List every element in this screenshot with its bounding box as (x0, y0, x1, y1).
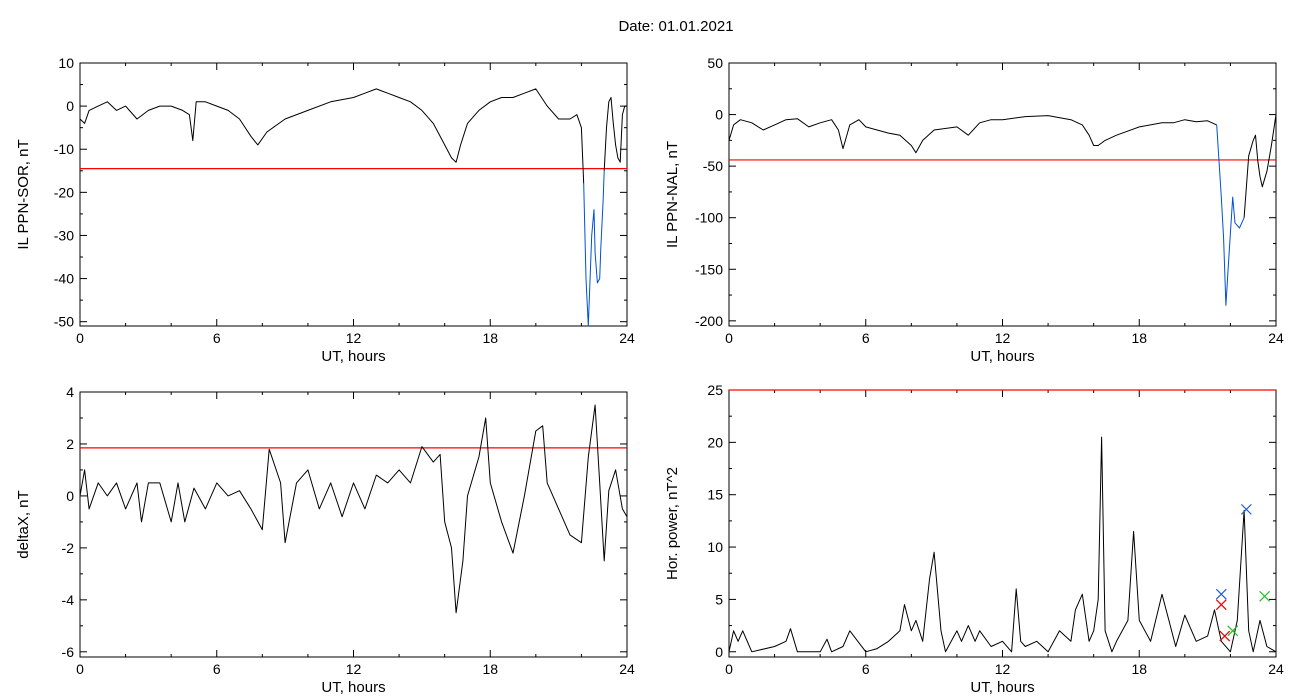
x-tick-label: 18 (482, 330, 498, 346)
x-axis-label: UT, hours (321, 679, 385, 696)
panel-4: 0 6 12 18 24 25 20 15 10 5 0 UT, hours Hor. power, n… (664, 382, 1284, 696)
x-tick-label: 0 (76, 330, 84, 346)
y-axis-label: Hor. power, nT^2 (664, 467, 681, 580)
x-tick-label: 12 (995, 661, 1011, 677)
y-tick-label: -150 (695, 261, 723, 277)
marker-stroke (1240, 503, 1252, 515)
x-tick-label: 12 (346, 330, 362, 346)
y-tick-label: 0 (66, 98, 74, 114)
y-tick-label: 0 (66, 488, 74, 504)
x-tick-label: 12 (346, 661, 362, 677)
x-tick-label: 6 (862, 661, 870, 677)
series-line (603, 97, 627, 171)
series-line (79, 404, 628, 614)
y-tick-label: 25 (707, 382, 723, 398)
marker-stroke (1219, 630, 1231, 642)
y-tick-label: -2 (62, 540, 75, 556)
x-tick-label: 0 (725, 330, 733, 346)
y-tick-label: 10 (707, 539, 723, 555)
panel-1: 0 6 12 18 24 10 0 -10 -20 -30 -40 -50 UT, hours IL PP… (15, 55, 635, 365)
marker-x (1259, 590, 1271, 602)
series-line (79, 88, 585, 184)
x-tick-label: 18 (1131, 661, 1147, 677)
plot-frame (79, 391, 628, 658)
x-tick-label: 12 (995, 330, 1011, 346)
series-line (728, 115, 1217, 154)
series-line (1243, 114, 1277, 218)
y-tick-label: 20 (707, 434, 723, 450)
x-axis-label: UT, hours (321, 348, 385, 365)
panel-3: 0 6 12 18 24 4 2 0 -2 -4 -6 UT, hours deltaX, nT (15, 384, 635, 696)
y-tick-label: 0 (715, 644, 723, 660)
marker-x (1240, 503, 1252, 515)
x-tick-label: 24 (1268, 330, 1284, 346)
y-tick-label: -30 (54, 227, 74, 243)
x-tick-label: 18 (1131, 330, 1147, 346)
y-tick-label: 50 (707, 55, 723, 71)
y-tick-label: 0 (715, 107, 723, 123)
series-line (1216, 124, 1245, 306)
x-tick-label: 6 (213, 661, 221, 677)
x-tick-label: 18 (482, 661, 498, 677)
marker-stroke (1259, 590, 1271, 602)
plot-frame (728, 62, 1277, 327)
x-tick-label: 6 (862, 330, 870, 346)
marker-stroke (1215, 599, 1227, 611)
marker-x (1215, 588, 1227, 600)
y-axis-label: IL PPN-NAL, nT (664, 141, 681, 248)
x-tick-label: 24 (619, 661, 635, 677)
y-tick-label: -6 (62, 644, 75, 660)
x-axis-label: UT, hours (970, 348, 1034, 365)
x-tick-label: 24 (619, 330, 635, 346)
y-tick-label: 15 (707, 487, 723, 503)
y-tick-label: 10 (58, 55, 74, 71)
marker-x (1219, 630, 1231, 642)
marker-stroke (1215, 588, 1227, 600)
x-tick-label: 0 (76, 661, 84, 677)
x-tick-label: 24 (1268, 661, 1284, 677)
marker-x (1215, 599, 1227, 611)
y-axis-label: IL PPN-SOR, nT (15, 139, 32, 249)
y-axis-label: deltaX, nT (15, 490, 32, 558)
y-tick-label: -100 (695, 210, 723, 226)
y-tick-label: -20 (54, 184, 74, 200)
y-tick-label: -50 (703, 158, 723, 174)
page-title: Date: 01.01.2021 (618, 18, 734, 35)
y-tick-label: -10 (54, 141, 74, 157)
y-tick-label: -4 (62, 592, 75, 608)
plot-frame (728, 389, 1277, 658)
x-axis-label: UT, hours (970, 679, 1034, 696)
marker-x (1227, 625, 1239, 637)
y-tick-label: 4 (66, 384, 74, 400)
x-tick-label: 6 (213, 330, 221, 346)
series-line (728, 436, 1277, 653)
marker-stroke (1227, 625, 1239, 637)
y-tick-label: -200 (695, 313, 723, 329)
y-tick-label: -50 (54, 314, 74, 330)
y-tick-label: 2 (66, 436, 74, 452)
panel-2: 0 6 12 18 24 50 0 -50 -100 -150 -200 UT, hours IL PP… (664, 55, 1284, 365)
series-line (583, 170, 605, 327)
y-tick-label: 5 (715, 591, 723, 607)
y-tick-label: -40 (54, 271, 74, 287)
x-tick-label: 0 (725, 661, 733, 677)
